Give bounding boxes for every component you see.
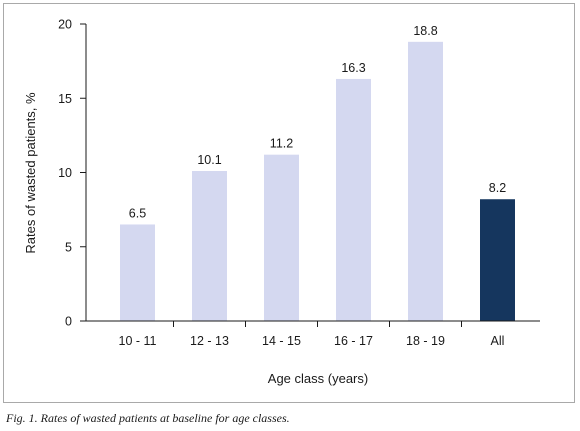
x-axis-ticks: 10 - 11 12 - 13 14 - 15 16 - 17 18 - 19 All bbox=[119, 321, 505, 348]
data-label: 11.2 bbox=[270, 137, 293, 151]
figure-caption: Fig. 1. Rates of wasted patients at base… bbox=[6, 411, 290, 425]
data-label: 18.8 bbox=[413, 24, 437, 38]
x-tick-label: 18 - 19 bbox=[406, 334, 445, 348]
y-tick-label: 20 bbox=[58, 18, 72, 32]
x-tick-label: 14 - 15 bbox=[262, 334, 301, 348]
x-tick-label: 16 - 17 bbox=[334, 334, 373, 348]
bars: 6.5 10.1 11.2 16.3 18.8 8.2 bbox=[120, 24, 515, 321]
bar bbox=[120, 224, 155, 321]
x-tick-label: 12 - 13 bbox=[190, 334, 229, 348]
x-tick-label: 10 - 11 bbox=[119, 334, 157, 348]
y-axis-title: Rates of wasted patients, % bbox=[23, 92, 38, 254]
y-tick-label: 15 bbox=[58, 92, 72, 106]
bar bbox=[336, 78, 371, 321]
bar bbox=[408, 41, 443, 321]
bar bbox=[480, 199, 515, 321]
data-label: 16.3 bbox=[341, 61, 365, 75]
y-axis-ticks: 0 5 10 15 20 bbox=[58, 18, 86, 329]
data-label: 10.1 bbox=[197, 153, 221, 167]
bar bbox=[264, 154, 299, 321]
data-label: 8.2 bbox=[489, 181, 506, 195]
x-tick-label: All bbox=[491, 334, 505, 348]
bar bbox=[192, 171, 227, 321]
y-tick-label: 5 bbox=[65, 240, 72, 254]
y-tick-label: 10 bbox=[58, 166, 72, 180]
data-label: 6.5 bbox=[129, 206, 146, 220]
y-tick-label: 0 bbox=[65, 315, 72, 329]
x-axis-title: Age class (years) bbox=[268, 371, 368, 386]
